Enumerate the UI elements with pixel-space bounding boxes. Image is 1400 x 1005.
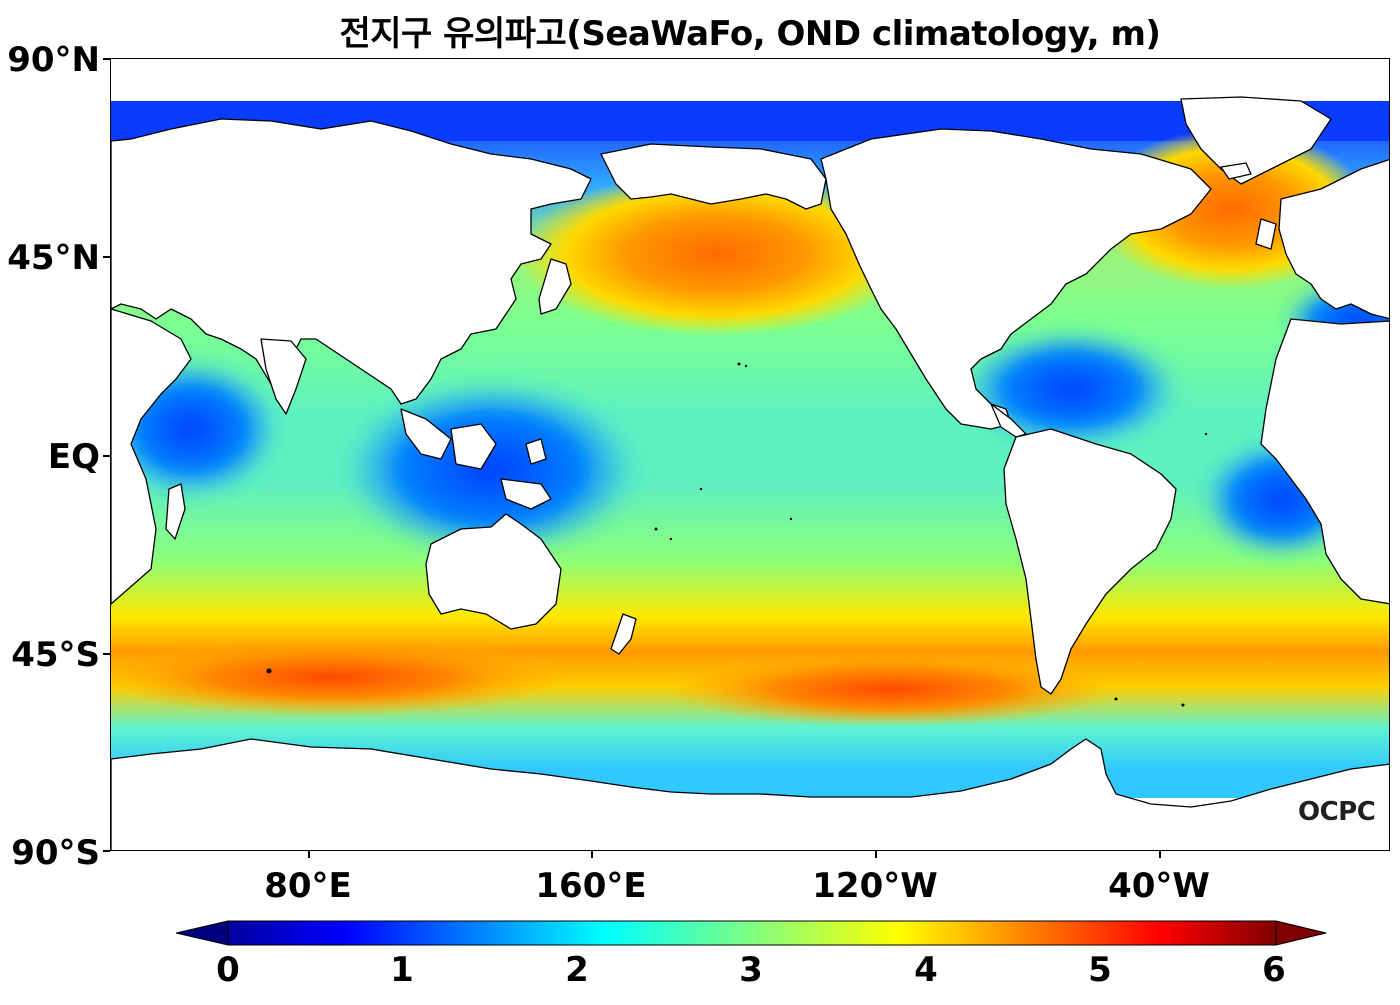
y-tick	[103, 653, 110, 655]
colorbar-label-2: 2	[565, 950, 589, 990]
x-tick-label-120w: 120°W	[812, 866, 938, 906]
x-tick	[591, 851, 593, 858]
y-tick-label-90n: 90°N	[7, 40, 100, 80]
x-tick	[308, 851, 310, 858]
x-tick	[1159, 851, 1161, 858]
y-tick-label-45s: 45°S	[11, 635, 100, 675]
map-plot-area	[110, 58, 1390, 851]
colorbar-label-0: 0	[216, 950, 240, 990]
southern-ocean-maximum-pacific	[661, 651, 1121, 727]
x-tick-label-80e: 80°E	[264, 866, 352, 906]
chart-title: 전지구 유의파고(SeaWaFo, OND climatology, m)	[339, 14, 1161, 54]
land-masses	[111, 96, 1389, 850]
colorbar-gradient	[227, 920, 1277, 946]
colorbar-min-extend	[176, 920, 229, 946]
x-tick-label-160e: 160°E	[535, 866, 647, 906]
north-pacific-maximum	[516, 172, 916, 336]
y-tick-label-90s: 90°S	[11, 833, 100, 873]
x-tick-label-40w: 40°W	[1108, 866, 1210, 906]
colorbar-label-4: 4	[914, 950, 938, 990]
y-tick	[103, 58, 110, 60]
southern-ocean-maximum-indian	[111, 637, 571, 717]
small-islands	[266, 362, 1208, 707]
colorbar-label-5: 5	[1088, 950, 1112, 990]
x-tick	[875, 851, 877, 858]
y-tick-label-45n: 45°N	[7, 238, 100, 278]
wave-height-map	[111, 96, 1389, 850]
y-tick	[103, 850, 110, 852]
colorbar-label-6: 6	[1262, 950, 1286, 990]
y-tick	[103, 256, 110, 258]
y-tick	[103, 455, 110, 457]
colorbar	[176, 920, 1327, 946]
ocpc-logo: OCPC	[1298, 797, 1376, 827]
colorbar-label-1: 1	[390, 950, 414, 990]
colorbar-max-extend	[1275, 920, 1327, 946]
y-tick-label-eq: EQ	[47, 437, 100, 477]
colorbar-label-3: 3	[739, 950, 763, 990]
caribbean-low	[961, 329, 1181, 449]
